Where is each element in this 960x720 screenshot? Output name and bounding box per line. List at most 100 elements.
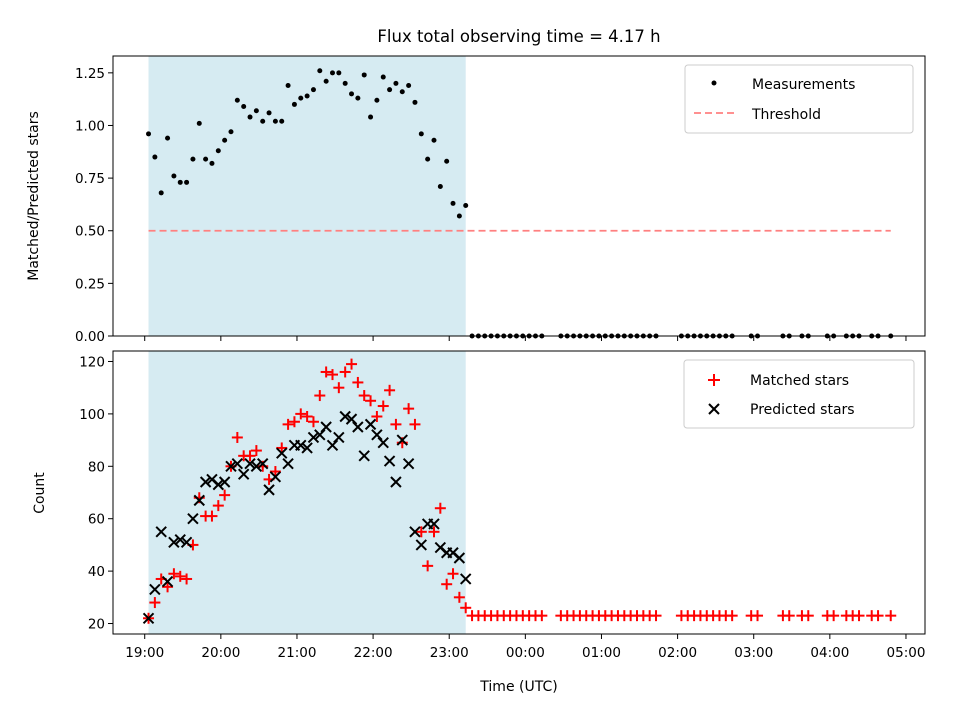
top-ytick-label: 1.00 (75, 118, 105, 134)
bottom-ytick-label: 120 (79, 354, 105, 370)
measurement-point (196, 120, 202, 126)
matched-star-point (415, 526, 427, 538)
bottom-xtick-label: 20:00 (201, 645, 240, 661)
matched-star-point (828, 610, 840, 622)
measurement-point (291, 101, 297, 107)
measurement-point (272, 118, 278, 124)
measurement-point (399, 89, 405, 95)
predicted-star-point (142, 612, 155, 624)
measurement-point (158, 190, 164, 196)
matched-star-point (269, 466, 281, 478)
predicted-star-point (149, 583, 161, 596)
predicted-star-point (212, 478, 225, 491)
measurement-point (380, 74, 386, 80)
measurement-point (146, 131, 152, 137)
matched-star-point (206, 510, 218, 522)
measurement-point (184, 179, 190, 185)
matched-star-point (295, 408, 307, 420)
predicted-star-point (174, 533, 186, 546)
predicted-star-point (231, 457, 244, 470)
measurement-point (374, 97, 380, 103)
matched-star-point (434, 502, 446, 514)
bottom-legend: Matched stars Predicted stars (683, 359, 915, 429)
measurement-point (323, 78, 329, 84)
bottom-ytick-label: 20 (88, 617, 105, 633)
legend-label-predicted: Predicted stars (750, 402, 855, 418)
measurement-point (298, 95, 304, 101)
bottom-xtick-label: 05:00 (887, 645, 926, 661)
measurement-point (222, 137, 228, 143)
predicted-star-point (409, 526, 421, 538)
matched-stars-points (143, 358, 897, 624)
predicted-star-point (371, 429, 383, 441)
bottom-xtick-label: 04:00 (810, 645, 849, 661)
matched-star-point (212, 500, 224, 512)
matched-star-point (181, 573, 193, 585)
predicted-star-point (358, 450, 370, 462)
top-y-axis-label: Matched/Predicted stars (26, 111, 42, 281)
measurement-point (317, 68, 323, 74)
measurement-point (152, 154, 158, 160)
predicted-star-point (187, 512, 199, 525)
matched-star-point (853, 610, 865, 622)
predicted-star-point (326, 439, 339, 452)
legend-marker-measurements (711, 80, 717, 86)
predicted-star-point (225, 460, 237, 473)
chart-title: Flux total observing time = 4.17 h (377, 27, 660, 46)
matched-star-point (428, 526, 440, 538)
matched-star-point (282, 418, 294, 430)
measurement-point (450, 200, 456, 206)
matched-star-point (650, 610, 662, 622)
predicted-star-point (199, 476, 212, 488)
matched-star-point (250, 445, 262, 457)
measurement-point (190, 156, 196, 162)
measurement-point (304, 93, 310, 99)
matched-star-point (384, 384, 396, 396)
measurement-point (241, 104, 247, 110)
legend-marker-predicted (708, 403, 720, 415)
predicted-star-point (460, 573, 472, 585)
bottom-highlight-span (148, 351, 466, 634)
measurement-point (387, 87, 393, 93)
measurement-point (253, 108, 259, 114)
top-legend: Measurements Threshold (684, 64, 914, 134)
matched-star-point (453, 591, 465, 603)
bottom-ytick-label: 40 (88, 564, 105, 580)
predicted-star-point (218, 476, 231, 488)
measurement-point (329, 70, 335, 76)
bottom-xtick-label: 19:00 (125, 645, 164, 661)
predicted-star-point (345, 413, 358, 425)
predicted-star-point (396, 434, 408, 446)
top-ytick-label: 0.00 (75, 329, 105, 345)
matched-star-point (244, 450, 256, 462)
bottom-y-axis: 20 40 60 80 100 120 (79, 354, 113, 633)
matched-star-point (371, 411, 383, 423)
matched-star-point (536, 610, 548, 622)
measurement-point (279, 118, 285, 124)
matched-star-point (447, 568, 459, 580)
predicted-star-point (301, 442, 313, 454)
measurement-point (456, 213, 462, 219)
legend-marker-matched (708, 374, 720, 386)
matched-star-point (339, 366, 351, 378)
measurement-point (349, 91, 355, 97)
matched-star-point (301, 411, 313, 423)
matched-star-point (326, 369, 338, 381)
top-ytick-label: 0.25 (75, 276, 105, 292)
measurement-point (260, 118, 266, 124)
matched-star-point (352, 376, 364, 388)
measurement-point (342, 80, 348, 86)
measurement-point (209, 160, 215, 166)
predicted-star-point (257, 457, 269, 470)
measurement-point (463, 202, 469, 208)
predicted-star-point (453, 552, 466, 564)
predicted-star-point (161, 575, 174, 588)
measurement-point (266, 110, 272, 116)
matched-star-point (219, 489, 231, 501)
predicted-star-point (168, 536, 180, 548)
bottom-panel: 20 40 60 80 100 120 19:00 20:00 21:00 22:00 23:00… (32, 350, 926, 695)
matched-star-point (149, 597, 161, 609)
measurement-point (425, 156, 431, 162)
predicted-star-point (402, 457, 415, 470)
measurement-point (165, 135, 171, 141)
